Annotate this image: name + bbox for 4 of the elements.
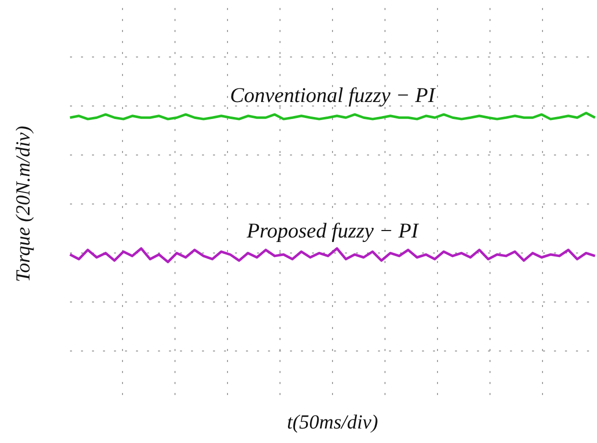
series-label: Conventional fuzzy − PI — [230, 83, 436, 108]
y-axis-title: Torque (20N.m/div) — [12, 126, 34, 282]
x-axis-title: t(50ms/div) — [286, 411, 378, 434]
series-label: Proposed fuzzy − PI — [246, 218, 420, 242]
